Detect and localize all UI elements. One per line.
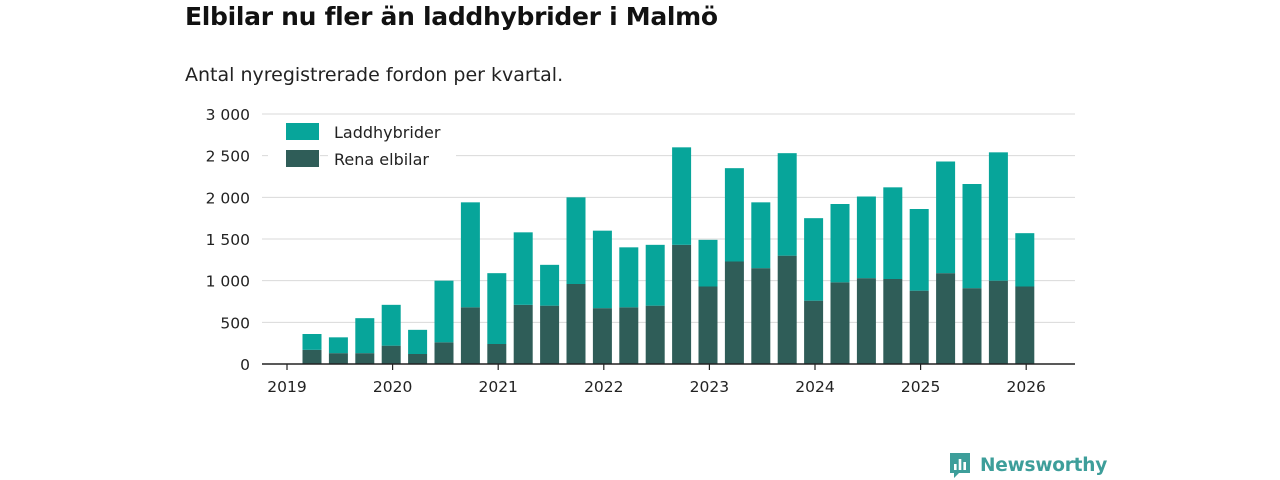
bar-rena-elbilar <box>513 304 533 364</box>
bar-rena-elbilar <box>487 344 507 364</box>
bar-rena-elbilar <box>724 261 744 364</box>
y-tick-label: 2 500 <box>206 148 250 166</box>
legend-label: Rena elbilar <box>334 150 429 169</box>
bar-rena-elbilar <box>355 353 375 364</box>
bar-rena-elbilar <box>777 255 797 364</box>
legend-label-bg <box>328 120 456 144</box>
bar-laddhybrider <box>408 329 428 354</box>
bar-rena-elbilar <box>566 284 586 364</box>
x-tick-label: 2022 <box>584 378 623 396</box>
y-tick-label: 3 000 <box>206 106 250 124</box>
bar-rena-elbilar <box>434 342 454 364</box>
bar-rena-elbilar <box>592 308 612 364</box>
bar-rena-elbilar <box>645 305 665 364</box>
bar-laddhybrider <box>1015 233 1035 287</box>
bar-rena-elbilar <box>408 354 428 364</box>
bar-laddhybrider <box>434 280 454 343</box>
bar-rena-elbilar <box>883 279 903 364</box>
bar-laddhybrider <box>936 161 956 274</box>
y-tick-label: 0 <box>240 356 250 374</box>
bar-laddhybrider <box>302 334 322 350</box>
bar-laddhybrider <box>328 337 348 354</box>
brand-name: Newsworthy <box>980 454 1108 476</box>
newsworthy-logo-icon <box>950 453 970 478</box>
y-tick-label: 2 000 <box>206 189 250 207</box>
bar-laddhybrider <box>856 196 876 279</box>
bar-rena-elbilar <box>672 244 692 364</box>
y-tick-label: 1 500 <box>206 231 250 249</box>
bar-rena-elbilar <box>751 268 771 364</box>
bar-laddhybrider <box>619 247 639 308</box>
y-tick-label: 1 000 <box>206 273 250 291</box>
bar-laddhybrider <box>804 218 824 301</box>
bar-rena-elbilar <box>381 345 401 364</box>
legend-label: Laddhybrider <box>334 123 441 142</box>
bar-laddhybrider <box>830 204 850 283</box>
bar-rena-elbilar <box>302 349 322 364</box>
x-tick-label: 2023 <box>690 378 729 396</box>
bar-rena-elbilar <box>988 280 1008 364</box>
brand-logo: Newsworthy <box>948 451 1107 479</box>
chart-title: Elbilar nu fler än laddhybrider i Malmö <box>185 2 718 31</box>
legend-label-bg <box>328 147 456 171</box>
bar-laddhybrider <box>566 197 586 284</box>
bar-rena-elbilar <box>909 290 929 364</box>
legend-swatch <box>286 150 319 167</box>
x-tick-label: 2021 <box>478 378 517 396</box>
bar-rena-elbilar <box>698 286 718 364</box>
bar-laddhybrider <box>513 232 533 305</box>
bar-laddhybrider <box>698 239 718 287</box>
bar-laddhybrider <box>962 184 982 289</box>
chart-subtitle: Antal nyregistrerade fordon per kvartal. <box>185 64 564 86</box>
bar-laddhybrider <box>540 264 560 306</box>
bar-rena-elbilar <box>856 278 876 364</box>
bar-laddhybrider <box>355 318 375 354</box>
x-tick-label: 2025 <box>901 378 940 396</box>
bar-rena-elbilar <box>460 307 480 364</box>
bar-laddhybrider <box>988 152 1008 281</box>
bar-rena-elbilar <box>804 300 824 364</box>
bar-rena-elbilar <box>328 353 348 364</box>
bar-laddhybrider <box>777 153 797 256</box>
bar-laddhybrider <box>883 187 903 279</box>
bar-rena-elbilar <box>936 273 956 364</box>
bar-laddhybrider <box>592 230 612 309</box>
bar-rena-elbilar <box>962 288 982 364</box>
y-tick-label: 500 <box>220 314 250 332</box>
bar-rena-elbilar <box>619 307 639 364</box>
bar-rena-elbilar <box>830 282 850 364</box>
bar-laddhybrider <box>645 244 665 306</box>
bar-laddhybrider <box>487 273 507 344</box>
bar-laddhybrider <box>672 147 692 245</box>
bar-laddhybrider <box>724 168 744 262</box>
x-tick-label: 2024 <box>795 378 834 396</box>
bar-laddhybrider <box>381 304 401 346</box>
bar-rena-elbilar <box>1015 286 1035 364</box>
bar-rena-elbilar <box>540 305 560 364</box>
bar-laddhybrider <box>909 209 929 291</box>
bar-laddhybrider <box>751 202 771 269</box>
bar-laddhybrider <box>460 202 480 308</box>
x-tick-label: 2020 <box>373 378 412 396</box>
x-tick-label: 2026 <box>1006 378 1045 396</box>
x-tick-label: 2019 <box>267 378 306 396</box>
legend-swatch <box>286 123 319 140</box>
